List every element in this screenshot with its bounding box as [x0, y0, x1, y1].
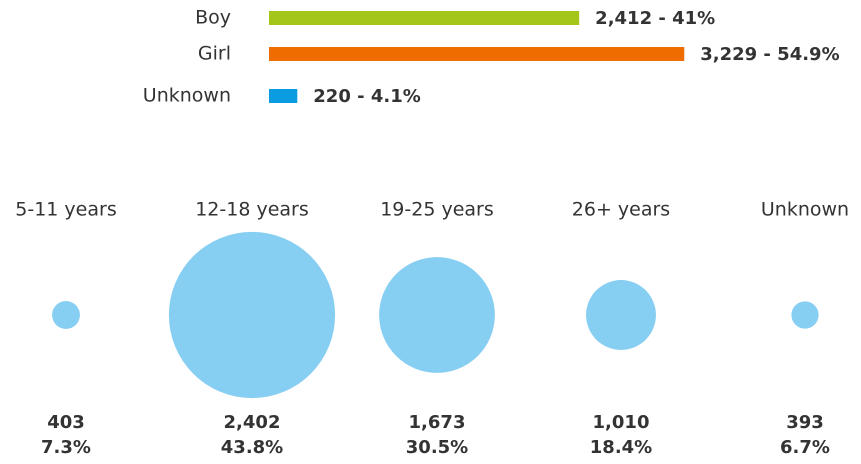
- bar-label: Girl: [198, 43, 231, 65]
- category-label: 5-11 years: [15, 199, 116, 221]
- bar: [269, 11, 580, 25]
- share-label: 7.3%: [41, 437, 91, 458]
- share-label: 30.5%: [406, 437, 468, 458]
- share-label: 18.4%: [590, 437, 652, 458]
- share-label: 43.8%: [221, 437, 283, 458]
- value-label: 1,010: [593, 412, 650, 433]
- share-label: 6.7%: [780, 437, 830, 458]
- bar: [269, 47, 685, 61]
- bar: [269, 89, 298, 103]
- bar-label: Boy: [195, 7, 231, 29]
- value-label: 393: [786, 412, 824, 433]
- value-label: 220 - 4.1%: [313, 86, 421, 107]
- category-label: Unknown: [761, 199, 849, 221]
- bubble: [52, 301, 80, 329]
- value-label: 1,673: [409, 412, 466, 433]
- category-label: 12-18 years: [195, 199, 309, 221]
- value-label: 403: [47, 412, 85, 433]
- bubble: [791, 301, 819, 329]
- value-label: 3,229 - 54.9%: [700, 44, 839, 65]
- bubble: [168, 231, 336, 399]
- value-label: 2,412 - 41%: [595, 8, 715, 29]
- value-label: 2,402: [224, 412, 281, 433]
- bubble: [379, 257, 495, 373]
- category-label: 26+ years: [572, 199, 670, 221]
- bar-label: Unknown: [143, 85, 231, 107]
- bubble: [586, 280, 656, 350]
- category-label: 19-25 years: [380, 199, 494, 221]
